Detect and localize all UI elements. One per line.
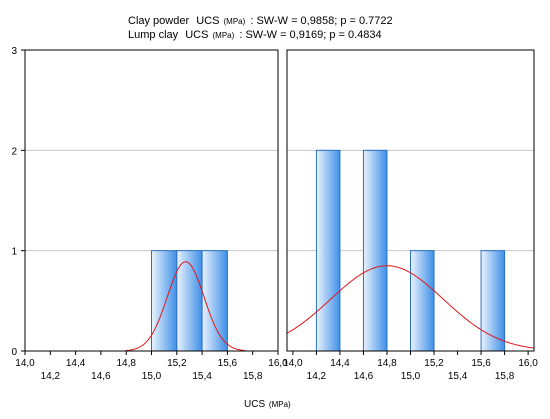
x-tick-label: 14,2 xyxy=(41,371,61,382)
x-tick-label: 14,0 xyxy=(15,358,35,369)
normal-fit-curve xyxy=(286,265,535,349)
x-tick-label: 15,6 xyxy=(218,358,238,369)
y-tick-label: 3 xyxy=(11,46,17,57)
histogram-panel-lump-clay: 14,0 14,4 14,8 15,2 15,6 16,0 14,2 14,6 15,0 15,4… xyxy=(283,49,538,382)
y-tick-label: 2 xyxy=(11,146,17,157)
x-tick-label: 15,0 xyxy=(401,371,421,382)
x-axis-label-measure: UCS xyxy=(244,399,265,410)
histogram-panel-clay-powder: 14,0 14,4 14,8 15,2 15,6 16,0 14,2 14,6 15,0 15,4… xyxy=(11,46,288,382)
y-tick-label: 1 xyxy=(11,247,17,258)
x-tick-label: 15,6 xyxy=(471,358,491,369)
series-measure-clay-powder: UCS xyxy=(196,15,219,27)
x-tick-label: 16,0 xyxy=(268,358,288,369)
x-tick-label: 14,8 xyxy=(377,358,397,369)
x-tick-label: 14,2 xyxy=(307,371,327,382)
x-tick-label: 14,4 xyxy=(66,358,86,369)
x-tick-label: 15,2 xyxy=(167,358,187,369)
x-tick-label: 14,6 xyxy=(354,371,374,382)
y-tick-label: 0 xyxy=(11,347,17,358)
series-unit-clay-powder: (MPa) xyxy=(224,17,246,26)
series-name-lump-clay: Lump clay xyxy=(128,29,179,41)
histogram-bar xyxy=(315,149,341,352)
x-tick-label: 16,0 xyxy=(518,358,538,369)
x-tick-label: 15,8 xyxy=(243,371,263,382)
x-tick-label: 15,2 xyxy=(424,358,444,369)
series-stats-lump-clay: : SW-W = 0,9169; p = 0.4834 xyxy=(239,29,381,41)
x-tick-label: 15,4 xyxy=(192,371,212,382)
series-unit-lump-clay: (MPa) xyxy=(213,31,235,40)
x-tick-label: 15,0 xyxy=(142,371,162,382)
title-line-clay-powder: Clay powder UCS (MPa) : SW-W = 0,9858; p… xyxy=(128,15,393,27)
series-measure-lump-clay: UCS xyxy=(185,29,208,41)
x-tick-label: 14,6 xyxy=(91,371,111,382)
x-axis-label: UCS (MPa) xyxy=(244,399,291,410)
histogram-bar xyxy=(201,250,228,352)
title-line-lump-clay: Lump clay UCS (MPa) : SW-W = 0,9169; p =… xyxy=(128,29,382,41)
histogram-bar xyxy=(151,250,178,352)
x-tick-label: 15,8 xyxy=(495,371,515,382)
histogram-bar xyxy=(410,250,435,352)
x-tick-label: 14,4 xyxy=(330,358,350,369)
series-name-clay-powder: Clay powder xyxy=(128,15,189,27)
x-tick-label: 14,8 xyxy=(116,358,136,369)
x-tick-label: 14,0 xyxy=(283,358,303,369)
x-tick-label: 15,4 xyxy=(448,371,468,382)
series-stats-clay-powder: : SW-W = 0,9858; p = 0.7722 xyxy=(250,15,392,27)
histogram-bar xyxy=(362,149,388,352)
normal-fit-curve xyxy=(126,261,245,352)
x-axis-label-unit: (MPa) xyxy=(269,400,291,409)
